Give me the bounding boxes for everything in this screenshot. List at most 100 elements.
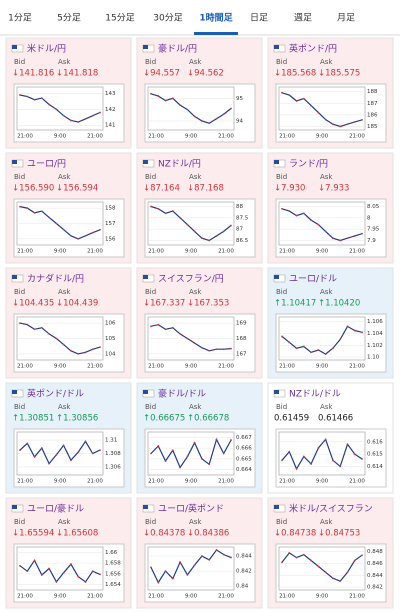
ask-label: Ask (189, 173, 202, 181)
price-point (339, 465, 342, 468)
ask-label: Ask (58, 173, 71, 181)
price-point (201, 237, 203, 240)
price-point (55, 108, 58, 111)
card-title[interactable]: ユーロ/豪ドル (27, 503, 84, 515)
card-title[interactable]: ユーロ/ドル (289, 275, 337, 285)
plot-frame (278, 546, 366, 591)
price-point (19, 449, 21, 452)
price-point (346, 123, 349, 126)
x-tick-label: 21:00 (349, 479, 365, 485)
tab[interactable]: 5分足 (57, 13, 81, 24)
bid-label: Bid (14, 288, 25, 296)
chart-box (144, 543, 256, 603)
card-title[interactable]: 豪ドル/ドル (158, 388, 206, 400)
y-tick-label: 0.848 (367, 549, 383, 555)
card-title[interactable]: ランド/円 (289, 159, 328, 170)
y-tick-label: 1.31 (105, 438, 117, 444)
tab[interactable]: 日足 (250, 13, 268, 24)
x-tick-label: 9:00 (316, 134, 329, 140)
tab[interactable]: 30分足 (153, 13, 182, 24)
price-point (48, 103, 50, 106)
ask-value: ↓141.818 (56, 69, 98, 79)
bid-value: ↓167.337 (143, 299, 185, 309)
y-tick-label: 0.667 (236, 435, 252, 441)
plot-frame (16, 86, 104, 131)
price-point (40, 210, 43, 213)
price-point (150, 205, 152, 208)
y-tick-label: 169 (236, 321, 247, 327)
card-title[interactable]: 豪ドル/円 (158, 43, 197, 55)
y-tick-label: 104 (105, 351, 116, 357)
flag-mark (274, 390, 279, 394)
card-title[interactable]: 英ポンド/ドル (27, 388, 84, 400)
price-point (55, 337, 58, 340)
price-point (222, 113, 225, 116)
y-tick-label: 7.9 (367, 238, 376, 244)
x-tick-label: 21:00 (17, 134, 33, 140)
price-point (62, 343, 65, 346)
card-title[interactable]: 米ドル/円 (27, 43, 66, 55)
x-tick-label: 9:00 (316, 594, 329, 600)
x-tick-label: 21:00 (17, 249, 33, 255)
card-title[interactable]: スイスフラン/円 (158, 274, 224, 285)
price-point (40, 326, 43, 329)
chart-box (275, 83, 387, 143)
tab[interactable]: 1分足 (8, 13, 32, 24)
price-point (361, 331, 363, 334)
price-point (193, 564, 196, 567)
flag-mark (12, 45, 17, 49)
price-point (164, 212, 167, 215)
x-tick-label: 9:00 (316, 249, 329, 255)
price-point (157, 95, 160, 97)
card-title[interactable]: 英ポンド/円 (289, 43, 337, 55)
card-title[interactable]: 米ドル/スイスフラン (289, 503, 373, 515)
card-title[interactable]: ユーロ/英ポンド (158, 503, 224, 515)
price-point (288, 94, 291, 97)
price-line (150, 205, 232, 242)
y-tick-label: 143 (105, 91, 116, 97)
price-point (19, 564, 21, 567)
price-point (193, 115, 196, 118)
card-title[interactable]: NZドル/円 (158, 159, 201, 170)
card-title[interactable]: NZドル/ドル (289, 390, 341, 400)
price-point (179, 561, 181, 563)
chart-box (13, 543, 125, 603)
price-point (208, 558, 211, 561)
price-point (288, 210, 291, 212)
y-tick-label: 1.104 (367, 331, 383, 337)
price-point (215, 235, 218, 237)
price-point (201, 120, 203, 122)
card-title[interactable]: ユーロ/円 (27, 159, 66, 170)
y-tick-label: 86.5 (236, 238, 249, 244)
price-point (215, 117, 218, 120)
price-point (302, 455, 305, 458)
chart-box (144, 198, 256, 258)
y-tick-label: 1.106 (367, 319, 383, 325)
price-line (150, 549, 232, 584)
price-point (222, 452, 225, 455)
tab[interactable]: 1時間足 (199, 12, 233, 24)
tab[interactable]: 15分足 (105, 13, 134, 24)
price-point (193, 230, 196, 233)
y-tick-label: 1.658 (105, 561, 121, 567)
price-point (361, 118, 363, 121)
price-point (33, 455, 36, 458)
price-point (55, 222, 58, 225)
plot-frame (278, 431, 366, 476)
card-title[interactable]: カナダドル/円 (27, 273, 84, 285)
price-point (77, 237, 80, 240)
tab[interactable]: 週足 (294, 13, 312, 24)
price-point (99, 111, 101, 114)
price-point (317, 447, 320, 449)
price-point (208, 463, 211, 466)
price-point (295, 214, 298, 217)
price-point (62, 571, 65, 574)
price-point (77, 451, 80, 454)
plot-frame (278, 86, 366, 131)
chart-box (275, 428, 387, 488)
chart-box (144, 428, 256, 488)
price-point (324, 438, 327, 441)
price-point (230, 347, 232, 350)
tab[interactable]: 月足 (337, 13, 355, 24)
